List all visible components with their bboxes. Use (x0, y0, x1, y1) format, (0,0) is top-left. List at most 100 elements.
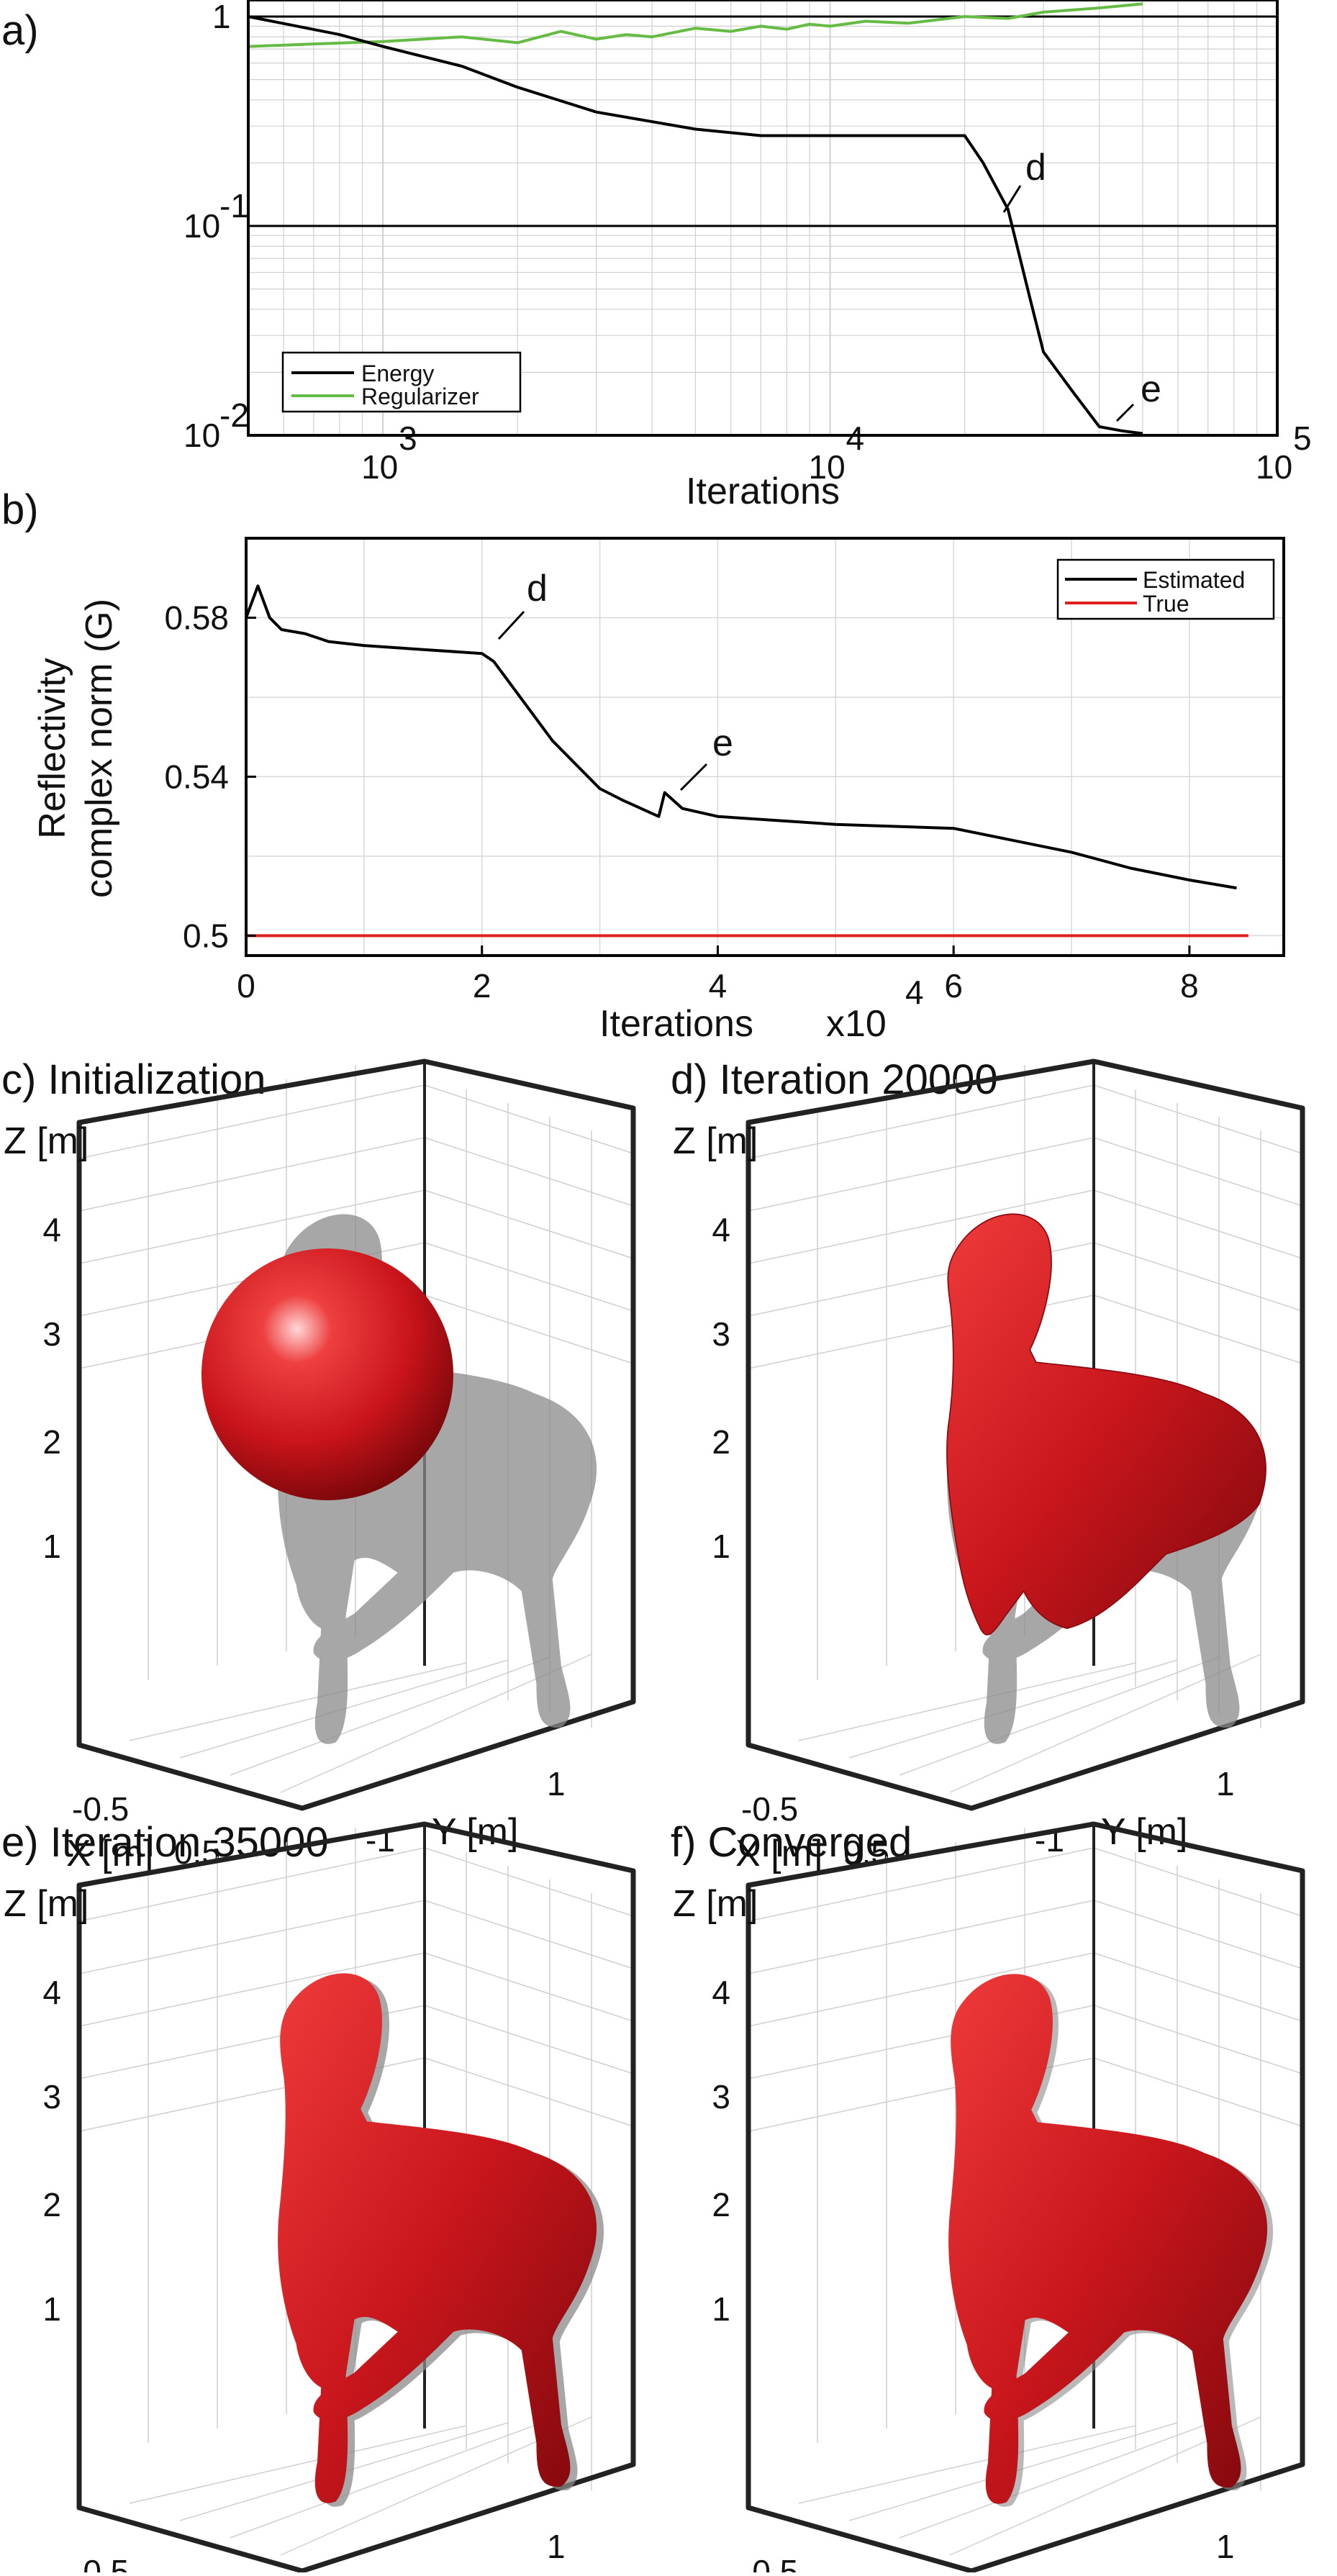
y-tick-label: 0.54 (164, 758, 229, 795)
annotation-e: e (712, 722, 733, 764)
grid-line-back-left (748, 1952, 1094, 2027)
y-axis-label-line2: complex norm (G) (78, 599, 120, 898)
z-axis-label: Z [m] (673, 1883, 758, 1925)
y-tick-label: 0.58 (164, 599, 229, 636)
grid-line-back-right (424, 1294, 634, 1364)
x-tick-label: 2 (473, 967, 491, 1004)
chart-ticks: 0 2 4 6 8 0.58 0.54 0.5 (164, 599, 1198, 1004)
x-axis-multiplier: x10 (826, 1003, 887, 1045)
y-tick-exp: -1 (219, 187, 249, 225)
grid-line-back-right (424, 1084, 634, 1154)
grid-line-back-left (78, 1952, 425, 2027)
z-tick-label: 1 (42, 2290, 61, 2328)
grid-line-floor (899, 2419, 1220, 2539)
z-tick-label: 3 (42, 1315, 61, 1353)
y-tick-label: -1 (366, 1821, 395, 1859)
chart-annotations: d e (1002, 147, 1161, 422)
x-axis-multiplier-exp: 4 (905, 974, 924, 1011)
annotation-d-leader (1002, 185, 1022, 213)
plot-frame (245, 537, 1285, 957)
legend-box (281, 351, 522, 413)
chart-series (245, 584, 1248, 938)
x-tick-label: 10 (361, 448, 398, 486)
annotation-e: e (1141, 368, 1161, 410)
z-axis-label: Z [m] (4, 1883, 89, 1925)
legend-energy: Energy (361, 360, 434, 386)
z-tick-label: 4 (42, 1211, 61, 1248)
legend-estimated: Estimated (1143, 567, 1245, 593)
y-axis-label: Y [m] (1101, 1811, 1187, 1853)
legend-true: True (1143, 591, 1189, 617)
y-tick-label: 1 (547, 2528, 566, 2565)
reflectivity-chart: b) 0 2 4 6 80.580.540.5 d e Estimated True I… (1, 486, 1285, 1045)
grid-line-back-right (1093, 2057, 1303, 2127)
annotation-e-leader (679, 763, 708, 792)
initial-sphere (201, 1248, 453, 1500)
annotation-d: d (527, 568, 548, 609)
legend-box (1056, 558, 1275, 620)
grid-line-back-right (424, 1847, 634, 1917)
grid-line-back-right (424, 1189, 634, 1259)
x-tick-label: 10 (1256, 448, 1292, 486)
x-axis-label: X [m] (735, 1833, 822, 1874)
shape-layer (201, 1214, 597, 1744)
grid-line-back-right (1093, 1137, 1303, 1207)
z-tick-label: 4 (42, 1974, 61, 2011)
reconstruction-shape (278, 1973, 597, 2503)
z-tick-label: 1 (712, 2290, 730, 2328)
z-tick-label: 2 (712, 1423, 730, 1461)
grid-line-back-right (1093, 1847, 1303, 1917)
x-tick-label: -0.5 (741, 2553, 798, 2572)
grid-line-back-left (748, 1137, 1094, 1212)
series-line-regularizer (248, 2, 1143, 48)
z-tick-label: 3 (712, 2078, 730, 2115)
y-axis-label: Reflectivity complex norm (G) (32, 599, 120, 898)
grid-line-floor (798, 2425, 1136, 2504)
z-tick-label: 3 (42, 2078, 61, 2115)
z-tick-label: 2 (712, 2186, 730, 2223)
grid-line-back-right (1093, 2005, 1303, 2074)
grid-line-back-right (424, 1242, 634, 1312)
panel-a-label: a) (1, 7, 39, 54)
panel-3d-title: f) Converged (671, 1819, 912, 1866)
grid-line-floor (899, 1656, 1220, 1776)
x-tick-label: 6 (944, 967, 963, 1004)
grid-line-floor (798, 1662, 1136, 1741)
x-tick-exp: 5 (1293, 419, 1312, 457)
x-tick-label: 4 (709, 967, 728, 1004)
y-tick-label: 1 (1216, 1765, 1235, 1802)
z-tick-label: 2 (42, 2186, 61, 2223)
grid-line-floor (129, 1662, 467, 1741)
y-tick-label: -1 (1035, 1821, 1064, 1859)
annotation-e-leader (1115, 403, 1135, 422)
y-tick-label: 1 (212, 0, 231, 35)
y-tick-exp: -2 (219, 396, 249, 434)
z-tick-label: 2 (42, 1423, 61, 1461)
y-axis-label-line1: Reflectivity (32, 658, 73, 838)
grid-line-back-left (78, 1900, 425, 1974)
x-tick-exp: 4 (846, 419, 865, 457)
grid-line-back-right (424, 2057, 634, 2127)
z-axis-label: Z [m] (4, 1120, 89, 1162)
grid-line-back-left (748, 1847, 1094, 1922)
grid-line-back-left (78, 1137, 425, 1212)
reconstruction-shape (946, 1213, 1266, 1636)
grid-line-back-left (748, 1189, 1094, 1264)
grid-line-floor (230, 1656, 550, 1776)
x-axis-label: X [m] (66, 1833, 153, 1874)
grid-line-floor (230, 2419, 550, 2539)
x-tick-label: 0 (237, 967, 255, 1004)
y-tick-label: 10 (183, 207, 220, 245)
chart-series (248, 2, 1143, 435)
annotation-d-leader (497, 610, 525, 640)
legend-regularizer: Regularizer (361, 384, 479, 409)
z-tick-label: 3 (712, 1315, 730, 1353)
grid-line-back-right (1093, 1952, 1303, 2022)
shape-layer (948, 1974, 1274, 2507)
grid-line-back-right (424, 1137, 634, 1207)
z-axis-label: Z [m] (673, 1120, 758, 1162)
